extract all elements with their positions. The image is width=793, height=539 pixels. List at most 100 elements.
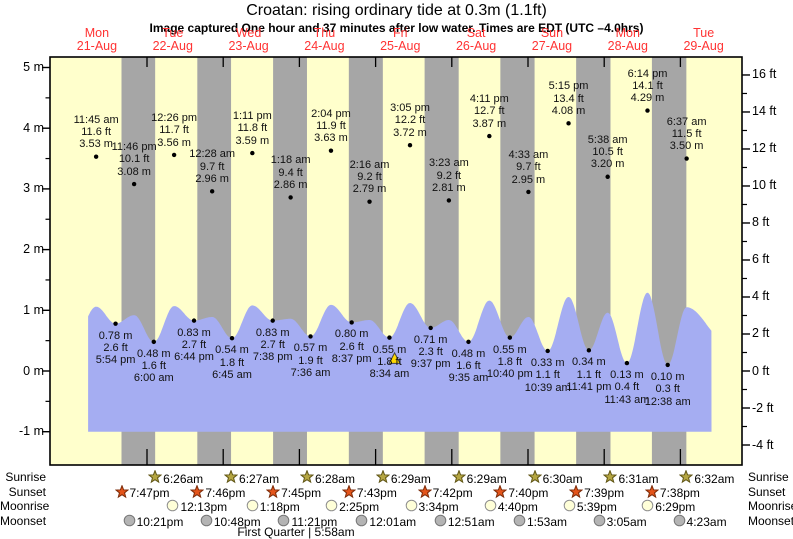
- high-tide-dot: [209, 189, 215, 194]
- high-tide-annotation: 3:23 am 9.2 ft 2.81 m: [429, 157, 469, 195]
- legend-label-moonset-left: Moonset: [0, 513, 47, 528]
- sunrise-item: 6:32am: [679, 469, 734, 487]
- high-tide-annotation: 5:15 pm 13.4 ft 4.08 m: [548, 80, 589, 117]
- moonset-icon: [434, 514, 448, 530]
- day-label: Mon 21-Aug: [76, 26, 118, 53]
- sunset-time: 7:43pm: [356, 486, 397, 500]
- high-tide-dot: [367, 199, 372, 204]
- moonrise-item: 5:39pm: [563, 499, 617, 515]
- moonset-item: 12:51am: [434, 514, 495, 530]
- right-axis-label: 8 ft: [752, 215, 770, 230]
- high-tide-annotation: 1:11 pm 11.8 ft 3.59 m: [232, 110, 272, 147]
- moonset-time: 12:51am: [447, 514, 495, 529]
- sunset-item: 7:39pm: [568, 483, 624, 502]
- right-axis-label: 4 ft: [752, 289, 770, 304]
- moonset-time: 11:21pm: [291, 514, 338, 529]
- low-tide-dot: [624, 360, 630, 366]
- high-tide-annotation: 12:28 am 9.7 ft 2.96 m: [189, 148, 236, 185]
- moonset-time: 1:53am: [526, 514, 567, 529]
- right-axis-label: -2 ft: [752, 400, 774, 415]
- high-tide-annotation: 3:05 pm 12.2 ft 3.72 m: [390, 102, 430, 139]
- sunset-item: 7:43pm: [341, 483, 397, 502]
- sunrise-time: 6:31am: [618, 471, 659, 486]
- high-tide-dot: [288, 195, 293, 200]
- moonrise-item: 3:34pm: [405, 499, 459, 515]
- sunset-icon: [265, 483, 281, 502]
- high-tide-dot: [566, 121, 571, 126]
- legend-label-sunrise-right: Sunrise: [748, 470, 789, 484]
- sunset-time: 7:47pm: [129, 486, 170, 500]
- moonrise-item: 1:18pm: [246, 499, 300, 515]
- moonrise-icon: [484, 499, 498, 515]
- sunrise-icon: [299, 469, 315, 487]
- sunrise-icon: [679, 469, 694, 487]
- moonset-icon: [513, 514, 527, 530]
- sunrise-icon: [375, 469, 391, 487]
- sunset-time: 7:46pm: [205, 486, 246, 500]
- right-axis-label: 14 ft: [752, 104, 777, 119]
- high-tide-annotation: 6:14 pm 14.1 ft 4.29 m: [627, 67, 668, 105]
- low-tide-dot: [229, 336, 235, 341]
- legend-label-moonrise-right: Moonrise: [748, 499, 793, 513]
- sunrise-time: 6:29am: [466, 471, 507, 486]
- low-tide-dot: [387, 335, 392, 340]
- moonset-time: 10:21pm: [136, 514, 184, 529]
- day-label: Tue 29-Aug: [683, 26, 724, 53]
- sunset-time: 7:40pm: [508, 486, 549, 500]
- sunrise-item: 6:26am: [147, 469, 204, 487]
- moonset-icon: [123, 514, 137, 530]
- high-tide-annotation: 1:18 am 9.4 ft 2.86 m: [270, 154, 311, 191]
- sunset-icon: [114, 483, 130, 502]
- low-tide-dot: [428, 325, 433, 331]
- high-tide-dot: [93, 154, 99, 159]
- plot-frame: [49, 56, 743, 466]
- sunset-icon: [417, 483, 433, 502]
- day-label: Tue 22-Aug: [152, 26, 193, 53]
- moonrise-time: 2:25pm: [339, 500, 380, 514]
- day-label: Sat 26-Aug: [455, 26, 497, 53]
- moonset-icon: [355, 514, 369, 530]
- high-tide-dot: [250, 150, 255, 156]
- left-axis-label: 1 m: [23, 302, 44, 317]
- sunset-icon: [341, 483, 357, 502]
- high-tide-annotation: 5:38 am 10.5 ft 3.20 m: [587, 133, 628, 171]
- sunrise-time: 6:26am: [163, 471, 204, 486]
- low-tide-annotation: 0.10 m 0.3 ft 12:38 am: [644, 370, 691, 408]
- moonset-icon: [277, 514, 291, 530]
- sunset-icon: [568, 483, 584, 502]
- current-tide-marker: [388, 351, 401, 364]
- low-tide-annotation: 0.80 m 2.6 ft 8:37 pm: [331, 328, 372, 366]
- moonset-item: 10:48pm: [200, 514, 261, 530]
- sunset-item: 7:47pm: [114, 483, 170, 502]
- low-tide-dot: [270, 318, 275, 323]
- sunset-time: 7:45pm: [281, 486, 322, 500]
- day-label: Sun 27-Aug: [531, 26, 573, 53]
- sunrise-time: 6:27am: [239, 471, 280, 486]
- moonset-item: 4:23am: [673, 514, 727, 530]
- moonrise-icon: [325, 499, 339, 515]
- high-tide-annotation: 12:26 pm 11.7 ft 3.56 m: [151, 111, 198, 149]
- sunset-icon: [644, 483, 660, 502]
- moonrise-item: 2:25pm: [325, 499, 379, 515]
- sunrise-time: 6:29am: [390, 471, 431, 486]
- high-tide-annotation: 2:04 pm 11.9 ft 3.63 m: [311, 107, 351, 145]
- left-axis-label: 2 m: [23, 242, 44, 257]
- sunset-item: 7:38pm: [644, 483, 700, 502]
- moonset-item: 1:53am: [513, 514, 567, 530]
- left-axis-label: 3 m: [23, 181, 44, 196]
- high-tide-dot: [605, 174, 610, 179]
- day-label: Wed 23-Aug: [228, 26, 269, 53]
- sunset-time: 7:38pm: [659, 486, 700, 500]
- moonrise-item: 6:29pm: [641, 499, 695, 515]
- moonrise-time: 12:13pm: [180, 500, 228, 514]
- legend-label-moonrise-left: Moonrise: [0, 499, 50, 513]
- low-tide-annotation: 0.48 m 1.6 ft 6:00 am: [133, 347, 174, 385]
- low-tide-annotation: 0.13 m 0.4 ft 11:43 am: [604, 369, 650, 406]
- low-tide-annotation: 0.57 m 1.9 ft 7:36 am: [290, 342, 331, 379]
- sunrise-item: 6:30am: [527, 469, 583, 487]
- low-tide-annotation: 0.83 m 2.7 ft 7:38 pm: [252, 326, 293, 364]
- low-tide-dot: [586, 348, 592, 353]
- moonset-icon: [673, 514, 687, 530]
- legend-label-sunset-right: Sunset: [748, 484, 786, 499]
